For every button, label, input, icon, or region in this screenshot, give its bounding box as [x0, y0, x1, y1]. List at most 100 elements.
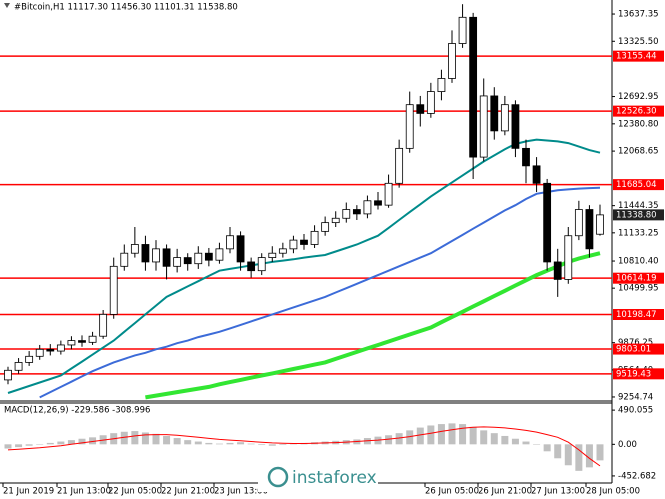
candle-body — [141, 244, 150, 263]
macd-bar — [46, 442, 54, 445]
level-label: 10198.47 — [616, 310, 657, 320]
candle-body — [14, 362, 23, 371]
macd-bar — [564, 444, 572, 466]
candle-body — [553, 261, 562, 280]
y-tick-label: 9876.25 — [618, 338, 653, 348]
y-tick-label: 13637.35 — [618, 10, 659, 20]
macd-bar — [15, 444, 23, 448]
macd-label: MACD(12,26,9) -229.586 -308.996 — [4, 406, 150, 416]
macd-bar — [543, 444, 551, 452]
level-label: 9803.01 — [616, 345, 651, 355]
level-label-box — [613, 105, 664, 117]
y-tick-label: 0.00 — [618, 440, 637, 450]
candle-body — [458, 16, 467, 44]
macd-bar — [131, 431, 139, 445]
macd-bar — [395, 433, 403, 445]
x-tick-label: 26 Jun 05:00 — [425, 487, 479, 497]
candle-body — [384, 182, 393, 206]
candle-body — [490, 95, 499, 132]
candle-body — [278, 248, 287, 254]
x-tick-label: 22 Jun 21:00 — [161, 487, 215, 497]
candle-body — [236, 235, 245, 263]
candle-body — [479, 95, 488, 158]
level-label-box — [613, 343, 664, 355]
current-price-box — [613, 209, 664, 221]
y-tick-label: 490.055 — [618, 406, 653, 416]
candle-body — [183, 257, 192, 265]
moving-average — [145, 251, 601, 400]
candle-body — [395, 147, 404, 184]
watermark-logo — [267, 466, 289, 488]
macd-bar — [184, 440, 192, 445]
level-label: 9519.43 — [616, 369, 651, 379]
candle-body — [511, 104, 520, 149]
macd-bar — [480, 430, 488, 445]
candle-body — [532, 165, 541, 184]
y-tick-label: 11444.35 — [618, 201, 659, 211]
candle-body — [405, 104, 414, 149]
macd-bar — [36, 444, 44, 445]
candle-body — [426, 91, 435, 114]
macd-bar — [511, 438, 519, 445]
macd-bar — [120, 431, 128, 445]
macd-bar — [237, 442, 245, 445]
x-tick-label: 21 Jun 2019 — [3, 487, 54, 497]
macd-bar — [416, 427, 424, 445]
candle-body — [25, 355, 34, 363]
level-label-box — [613, 368, 664, 380]
macd-bar — [247, 443, 255, 445]
candle-body — [321, 222, 330, 232]
macd-bar — [596, 444, 604, 461]
candle-body — [268, 252, 277, 258]
macd-bar — [469, 426, 477, 445]
candle-body — [35, 348, 44, 357]
macd-bar — [501, 435, 509, 445]
y-tick-label: 12068.65 — [618, 147, 659, 157]
macd-bar — [215, 443, 223, 445]
y-tick-label: 12692.95 — [618, 92, 659, 102]
macd-bar — [226, 442, 234, 445]
macd-bar — [268, 444, 276, 446]
chart-title: #Bitcoin,H1 11117.30 11456.30 11101.31 1… — [14, 3, 238, 13]
level-label-box — [613, 179, 664, 191]
candle-body — [99, 313, 108, 337]
candle-body — [78, 340, 86, 343]
candle-body — [585, 209, 594, 250]
candle-body — [46, 348, 55, 352]
y-tick-label: -452.682 — [618, 471, 656, 481]
macd-bar — [25, 444, 33, 446]
symbol-icon — [4, 3, 10, 8]
candle-body — [543, 182, 552, 263]
candle-body — [247, 261, 256, 272]
candle-body — [289, 239, 298, 250]
candle-body — [204, 252, 213, 261]
moving-average — [39, 186, 601, 399]
x-tick-label: 21 Jun 13:00 — [57, 487, 111, 497]
macd-bar — [89, 437, 97, 445]
candle-body — [574, 209, 583, 237]
macd-bar — [459, 424, 467, 445]
y-tick-label: 10810.40 — [618, 257, 659, 267]
macd-bar — [67, 440, 75, 445]
candle-body — [215, 248, 224, 261]
macd-bar — [437, 424, 445, 445]
y-tick-label: 13325.50 — [618, 37, 659, 47]
current-price-label: 11338.80 — [616, 210, 657, 220]
candle-body — [194, 252, 203, 265]
y-tick-label: 10499.95 — [618, 284, 659, 294]
candle-body — [88, 335, 97, 343]
candle-body — [448, 43, 456, 79]
macd-bar — [585, 444, 593, 468]
level-label-box — [613, 309, 664, 321]
signal-line — [7, 426, 601, 467]
macd-bar — [141, 432, 149, 445]
level-label-box — [613, 50, 664, 62]
y-tick-label: 11133.25 — [618, 228, 659, 238]
macd-bar — [194, 441, 202, 445]
candle-body — [352, 209, 361, 215]
candle-body — [130, 244, 139, 254]
macd-bar — [554, 444, 562, 459]
macd-bar — [205, 442, 213, 445]
